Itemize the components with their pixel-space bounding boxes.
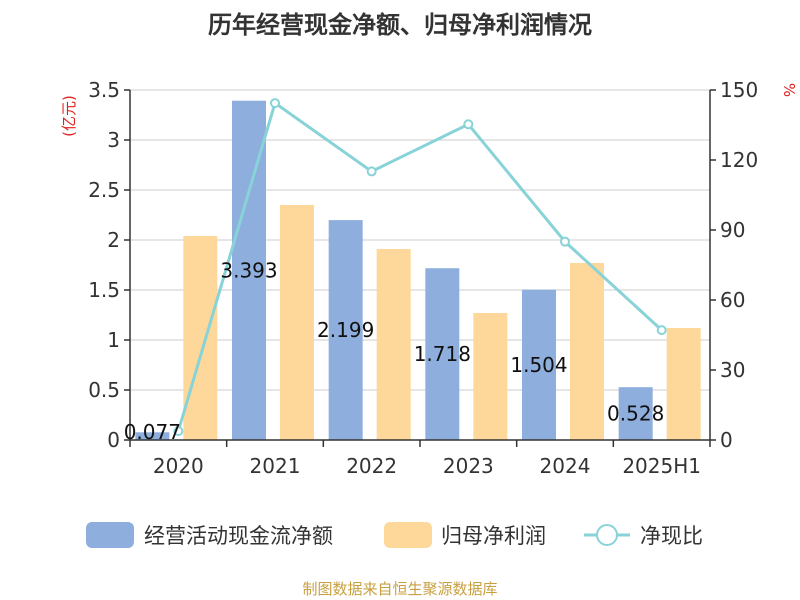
- bar-net-profit: [280, 205, 314, 440]
- data-label: 1.504: [510, 353, 567, 377]
- x-tick-label: 2020: [153, 454, 204, 478]
- y-left-tick-label: 0: [107, 428, 120, 452]
- y-right-tick-label: 150: [720, 78, 758, 102]
- bar-cash-flow: [328, 220, 363, 440]
- axes: 0 0.5 1 1.5 2 2.5 3 3.5 0 30 60 90 120 150 2020 2021 202…: [88, 78, 758, 478]
- y-left-tick-label: 1: [107, 328, 120, 352]
- y-right-tick-label: 90: [720, 218, 745, 242]
- ratio-point: [656, 325, 667, 336]
- grid-lines: [130, 89, 710, 391]
- legend-swatch-ratio-marker: [596, 524, 618, 546]
- x-tick-label: 2022: [346, 454, 397, 478]
- y-left-tick-label: 1.5: [88, 278, 120, 302]
- bar-net-profit: [473, 313, 508, 440]
- ratio-point: [463, 119, 474, 130]
- ratio-point: [270, 98, 280, 109]
- bar-net-profit: [666, 328, 701, 440]
- ratio-point: [560, 236, 570, 247]
- data-label: 0.077: [124, 420, 181, 444]
- y-right-tick-label: 120: [720, 148, 758, 172]
- legend-label-ratio: 净现比: [640, 524, 703, 548]
- ratio-line-path: [176, 100, 663, 432]
- bar-net-profit: [376, 249, 411, 440]
- x-tick-label: 2024: [540, 454, 591, 478]
- x-tick-label: 2025H1: [622, 454, 701, 478]
- y-right-axis-label: %: [780, 83, 798, 97]
- ratio-line: [173, 98, 667, 437]
- legend-swatch-cash-flow: [86, 522, 134, 548]
- y-left-axis-label: (亿元): [60, 95, 78, 137]
- legend: 经营活动现金流净额 归母净利润 净现比: [86, 522, 703, 548]
- y-right-tick-label: 60: [720, 288, 745, 312]
- bar-cash-flow: [618, 387, 653, 440]
- legend-swatch-net-profit: [384, 522, 432, 548]
- ratio-point: [173, 426, 184, 437]
- y-right-tick-label: 30: [720, 358, 745, 382]
- data-label: 3.393: [220, 258, 277, 282]
- data-label: 1.718: [414, 342, 471, 366]
- ratio-point: [366, 166, 377, 177]
- y-right-tick-label: 0: [720, 428, 733, 452]
- x-tick-label: 2023: [443, 454, 494, 478]
- bar-cash-flow: [425, 268, 460, 440]
- legend-label-net-profit: 归母净利润: [441, 524, 546, 548]
- chart-title: 历年经营现金净额、归母净利润情况: [208, 11, 592, 39]
- y-left-tick-label: 2.5: [88, 178, 120, 202]
- y-left-tick-label: 2: [107, 228, 120, 252]
- legend-label-cash-flow: 经营活动现金流净额: [144, 524, 333, 548]
- bar-net-profit: [183, 236, 218, 440]
- source-note: 制图数据来自恒生聚源数据库: [302, 580, 497, 598]
- y-left-tick-label: 3.5: [88, 78, 120, 102]
- y-left-tick-label: 0.5: [88, 378, 120, 402]
- data-label: 2.199: [317, 318, 374, 342]
- data-label: 0.528: [607, 402, 664, 426]
- x-tick-label: 2021: [250, 454, 301, 478]
- bar-cash-flow: [522, 289, 556, 440]
- y-left-tick-label: 3: [107, 128, 120, 152]
- bar-cash-flow: [135, 432, 170, 440]
- bar-net-profit: [570, 263, 604, 440]
- data-labels: 0.077 3.393 2.199 1.718 1.504 0.528: [124, 258, 665, 444]
